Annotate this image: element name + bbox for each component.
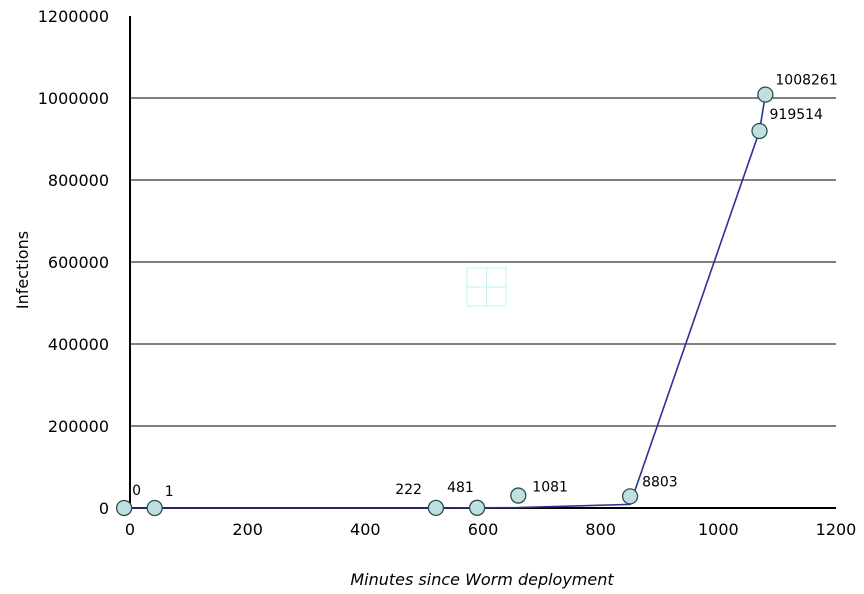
x-axis-title: Minutes since Worm deployment [350,570,614,589]
grid-lines [130,97,836,427]
x-tick-label: 1000 [698,520,739,539]
y-tick-label: 0 [99,499,109,518]
data-label: 222 [395,482,422,498]
x-tick-label: 1200 [816,520,857,539]
series-line-path [124,94,767,509]
y-tick-label: 1200000 [38,7,109,26]
data-point-marker [510,487,527,504]
y-tick-label: 800000 [48,171,109,190]
data-label: 8803 [642,474,678,490]
x-tick-label: 400 [350,520,381,539]
data-point-marker [751,122,768,140]
x-tick-label: 800 [585,520,616,539]
y-axis-title: Infections [13,231,32,309]
data-markers [115,86,774,517]
data-labels: 0 1 222 481 1081 8803 919514 1008261 [132,73,838,500]
x-tick-label: 600 [468,520,499,539]
y-tick-label: 1000000 [38,89,109,108]
data-label: 1 [165,484,174,500]
x-tick-labels: 0 200 400 600 800 1000 1200 [125,520,856,539]
data-point-marker [757,86,774,103]
data-label: 1008261 [775,73,837,89]
data-point-marker [468,499,486,516]
series-line [124,94,767,509]
data-point-marker [115,499,133,517]
x-tick-label: 0 [125,520,135,539]
x-tick-label: 200 [232,520,263,539]
data-label: 1081 [532,480,568,496]
y-tick-labels: 0 200000 400000 600000 800000 1000000 1200000 [38,7,109,518]
data-point-marker [427,499,445,517]
data-point-marker [621,488,639,505]
y-tick-label: 200000 [48,417,109,436]
y-tick-label: 600000 [48,253,109,272]
data-label: 0 [132,483,141,499]
y-tick-label: 400000 [48,335,109,354]
data-label: 919514 [770,107,824,123]
data-point-marker [146,499,163,517]
data-label: 481 [447,480,474,496]
plot-center-marker [466,267,507,307]
